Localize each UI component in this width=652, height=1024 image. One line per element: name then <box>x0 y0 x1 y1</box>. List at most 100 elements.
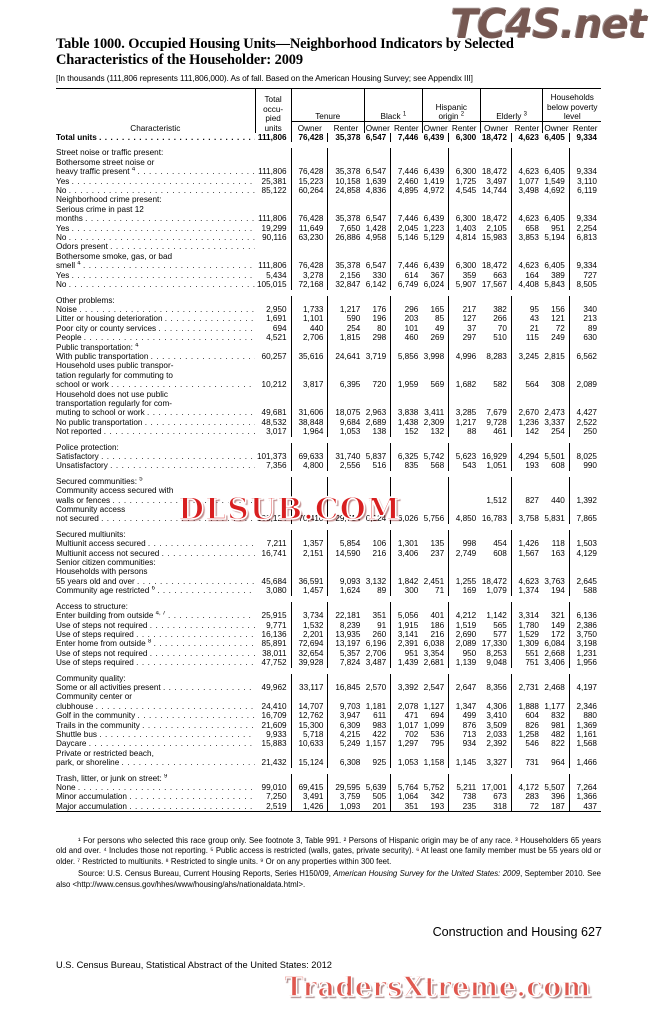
row-label: Street noise or traffic present: <box>56 148 164 158</box>
table-cell <box>480 477 511 486</box>
table-cell: 1,682 <box>448 380 481 390</box>
table-cell <box>568 361 601 371</box>
table-cell: 5,146 <box>390 233 423 243</box>
table-cell <box>480 602 511 611</box>
table-cell: 38,011 <box>262 648 287 658</box>
leader-dots: . . . . . . . . . . . . . . . . . . . . … <box>112 495 255 505</box>
table-cell <box>290 486 328 496</box>
table-cell: 4,836 <box>365 186 387 196</box>
table-cell: 9,684 <box>327 417 365 428</box>
table-cell: 32,654 <box>290 648 328 659</box>
table-cell: 3,080 <box>266 586 287 596</box>
header-row-subcols: Owner Renter Owner Renter Owner Renter O… <box>56 121 601 133</box>
table-cell: 694 <box>272 323 287 333</box>
table-cell: 401 <box>430 611 445 621</box>
headnote: [In thousands (111,806 represents 111,80… <box>56 72 473 83</box>
table-cell: 6,300 <box>448 214 481 224</box>
table-cell <box>290 342 328 352</box>
table-row: Multiunit access not secured . . . . . .… <box>56 548 601 559</box>
table-cell: 1,403 <box>448 223 481 234</box>
table-cell: 2,151 <box>290 548 328 559</box>
table-cell <box>480 692 511 701</box>
table-cell: 2,681 <box>423 658 445 668</box>
table-cell <box>543 242 569 251</box>
table-cell: 731 <box>510 758 543 768</box>
table-cell: 4,895 <box>390 186 423 196</box>
table-cell: 6,562 <box>568 351 601 362</box>
table-cell: 91 <box>377 620 387 630</box>
table-cell: 95 <box>510 304 543 315</box>
row-label: Community age restricted 6 . . . . . . .… <box>56 586 255 595</box>
table-cell <box>510 389 543 399</box>
table-cell: 6,119 <box>568 186 601 196</box>
table-cell <box>255 567 291 576</box>
row-label: transportation regularly for com- <box>56 398 173 408</box>
table-cell: 18,472 <box>481 261 507 271</box>
table-cell: 1,624 <box>327 586 365 596</box>
table-cell: 21,432 <box>261 758 287 768</box>
table-cell: 1,017 <box>390 720 423 730</box>
table-cell: 6,405 <box>544 167 565 177</box>
table-cell: 2,386 <box>568 620 601 630</box>
table-cell: 3,337 <box>544 417 565 427</box>
table-cell: 2,392 <box>486 739 507 749</box>
table-cell <box>390 773 423 783</box>
table-cell: 15,883 <box>261 739 287 749</box>
table-cell: 152 <box>390 427 423 437</box>
table-row: park, or shoreline . . . . . . . . . . .… <box>56 758 601 768</box>
table-cell: 6,026 <box>390 514 423 524</box>
agency-footer: U.S. Census Bureau, Statistical Abstract… <box>56 960 332 970</box>
table-cell <box>448 295 481 305</box>
table-cell <box>568 242 601 252</box>
table-cell: 25,915 <box>261 611 287 621</box>
table-cell <box>364 148 390 157</box>
header-elderly-renter: Renter <box>511 121 543 133</box>
table-cell: 6,439 <box>423 167 445 177</box>
table-cell: 2,473 <box>544 408 565 418</box>
table-cell: 9,334 <box>568 214 601 224</box>
table-cell <box>480 443 511 452</box>
table-cell: 6,124 <box>365 514 387 524</box>
table-cell: 3,719 <box>365 351 387 361</box>
table-cell: 1,369 <box>568 720 601 730</box>
header-group-label: Households below poverty level <box>546 93 598 121</box>
table-cell <box>422 486 448 495</box>
footnote-marker: 5 <box>139 476 143 483</box>
table-cell <box>510 148 543 158</box>
table-cell: 3,853 <box>510 233 543 243</box>
table-cell <box>568 251 601 262</box>
table-cell: 1,223 <box>423 223 445 233</box>
table-cell: 876 <box>448 720 481 730</box>
table-cell: 250 <box>568 427 601 437</box>
table-cell <box>390 495 423 506</box>
table-cell <box>327 692 365 702</box>
header-group-label: Black 1 <box>380 111 407 121</box>
table-cell: 6,547 <box>365 261 387 271</box>
table-row: 55 years old and over . . . . . . . . . … <box>56 576 601 587</box>
leader-dots: . . . . . . . . . . . . . . . . . . . . … <box>99 729 255 739</box>
leader-dots: . . . . . . . . . . . . . . . . . . . . … <box>144 417 255 427</box>
row-label: Yes . . . . . . . . . . . . . . . . . . … <box>56 224 255 233</box>
table-cell <box>255 148 291 157</box>
table-cell <box>510 342 543 352</box>
table-cell: 713 <box>448 729 481 740</box>
table-cell <box>543 692 569 701</box>
table-cell <box>480 343 511 352</box>
table-cell <box>510 251 543 262</box>
row-label: Not reported . . . . . . . . . . . . . .… <box>56 427 255 436</box>
table-cell: 5,718 <box>290 729 328 740</box>
table-cell: 1,549 <box>544 176 565 186</box>
table-row: walls or fences . . . . . . . . . . . . … <box>56 495 601 506</box>
table-cell: 85,891 <box>261 639 287 649</box>
header-group-elderly: Elderly 3 <box>479 88 543 122</box>
table-cell: 4,800 <box>290 461 328 471</box>
table-cell <box>510 748 543 759</box>
table-cell: 4,623 <box>510 261 543 271</box>
table-cell: 10,158 <box>327 176 365 187</box>
table-row: Use of steps required . . . . . . . . . … <box>56 658 601 668</box>
table-cell: 9,933 <box>266 729 287 739</box>
table-cell <box>448 601 481 612</box>
header-total-occupied-units: Total occu-pied units <box>254 88 292 133</box>
table-cell <box>510 529 543 540</box>
table-cell: 608 <box>493 548 507 558</box>
